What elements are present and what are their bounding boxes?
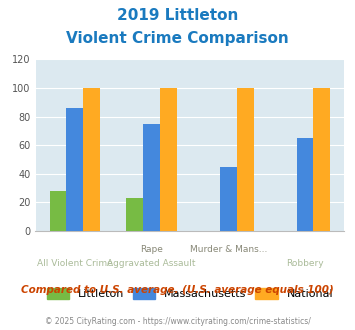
Bar	[237, 88, 253, 231]
Bar	[83, 88, 100, 231]
Text: Robbery: Robbery	[286, 259, 324, 268]
Text: Murder & Mans...: Murder & Mans...	[190, 245, 267, 254]
Bar	[313, 88, 330, 231]
Text: All Violent Crime: All Violent Crime	[37, 259, 113, 268]
Legend: Littleton, Massachusetts, National: Littleton, Massachusetts, National	[47, 288, 333, 300]
Text: Compared to U.S. average. (U.S. average equals 100): Compared to U.S. average. (U.S. average …	[21, 285, 334, 295]
Bar	[126, 198, 143, 231]
Bar	[143, 124, 160, 231]
Bar	[50, 191, 66, 231]
Text: 2019 Littleton: 2019 Littleton	[117, 8, 238, 23]
Bar	[220, 167, 237, 231]
Bar	[66, 108, 83, 231]
Text: Violent Crime Comparison: Violent Crime Comparison	[66, 31, 289, 46]
Bar	[160, 88, 177, 231]
Text: © 2025 CityRating.com - https://www.cityrating.com/crime-statistics/: © 2025 CityRating.com - https://www.city…	[45, 317, 310, 326]
Text: Rape: Rape	[140, 245, 163, 254]
Text: Aggravated Assault: Aggravated Assault	[107, 259, 196, 268]
Bar	[296, 138, 313, 231]
